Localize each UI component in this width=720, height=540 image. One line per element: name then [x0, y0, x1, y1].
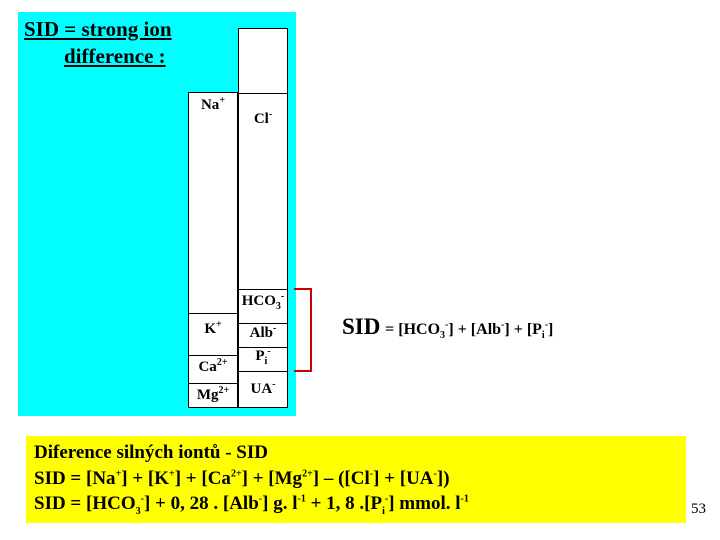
sid-eq-sign: = [385, 321, 398, 338]
footer-line2: SID = [Na+] + [K+] + [Ca2+] + [Mg2+] – (… [34, 466, 678, 492]
seg-l2 [189, 355, 237, 356]
seg-l3 [189, 383, 237, 384]
footer-line1: Diference silných iontů - SID [34, 440, 678, 466]
seg-r1 [239, 93, 287, 94]
seg-r5 [239, 371, 287, 372]
sid-lhs: SID [342, 314, 380, 339]
sid-equation: SID = [HCO3-] + [Alb-] + [Pi-] [342, 314, 553, 340]
ion-na: Na+ [189, 97, 237, 114]
ion-ua: UA- [239, 381, 287, 398]
seg-r3 [239, 323, 287, 324]
ion-pi: Pi- [239, 348, 287, 365]
ion-mg: Mg2+ [189, 387, 237, 404]
seg-r2 [239, 289, 287, 290]
bracket-icon [294, 288, 312, 372]
diagram-title: SID = strong ion difference : [24, 16, 172, 71]
ion-cl: Cl- [239, 111, 287, 128]
anion-column: Cl- HCO3- Alb- Pi- UA- [238, 28, 288, 408]
ion-alb: Alb- [239, 325, 287, 342]
sid-rhs: [HCO3-] + [Alb-] + [Pi-] [398, 321, 553, 338]
ion-hco3: HCO3- [239, 293, 287, 310]
ion-k: K+ [189, 321, 237, 338]
slide-number: 53 [691, 501, 706, 518]
title-line2: difference : [64, 43, 172, 70]
ion-ca: Ca2+ [189, 359, 237, 376]
footer-line3: SID = [HCO3-] + 0, 28 . [Alb-] g. l-1 + … [34, 491, 678, 517]
title-line1: SID = strong ion [24, 17, 172, 41]
cation-column: Na+ K+ Ca2+ Mg2+ [188, 92, 238, 408]
seg-l1 [189, 313, 237, 314]
footer-box: Diference silných iontů - SID SID = [Na+… [26, 436, 686, 523]
